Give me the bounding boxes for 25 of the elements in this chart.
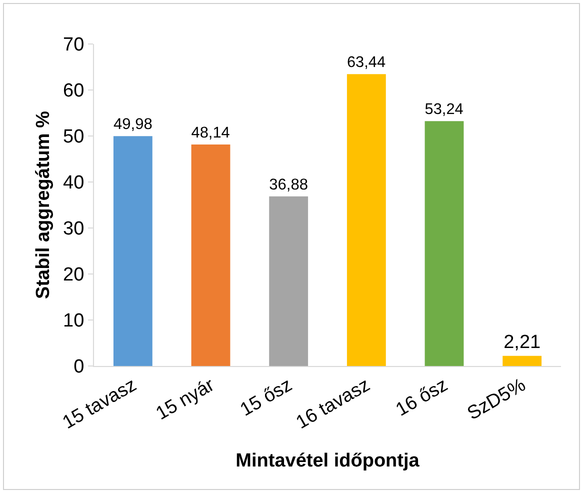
- bar: [191, 144, 230, 366]
- data-label: 53,24: [424, 101, 464, 118]
- bar: [269, 196, 308, 366]
- bar: [346, 74, 386, 366]
- bar: [424, 121, 464, 366]
- bar: [502, 356, 542, 366]
- data-label: 63,44: [346, 54, 386, 72]
- x-tick-label: 16 ősz: [392, 374, 452, 421]
- x-axis-title: Mintavétel időpontja: [236, 450, 420, 472]
- y-tick-label: 70: [63, 34, 84, 56]
- x-tick-label: 15 ősz: [236, 374, 296, 421]
- y-tick-label: 0: [74, 356, 84, 378]
- data-label: 36,88: [269, 176, 308, 194]
- y-tick-label: 40: [63, 172, 84, 194]
- y-tick-label: 10: [63, 310, 84, 332]
- data-label: 49,98: [113, 116, 152, 133]
- y-axis-title: Stabil aggregátum %: [32, 110, 54, 299]
- data-label: 48,14: [191, 124, 230, 142]
- y-tick-label: 50: [63, 126, 84, 148]
- y-tick-label: 30: [63, 218, 84, 240]
- bar: [113, 136, 152, 366]
- y-tick-label: 20: [63, 264, 84, 286]
- x-tick-label: 15 nyár: [152, 374, 219, 425]
- data-label: 2,21: [504, 332, 541, 353]
- y-tick-label: 60: [63, 80, 84, 102]
